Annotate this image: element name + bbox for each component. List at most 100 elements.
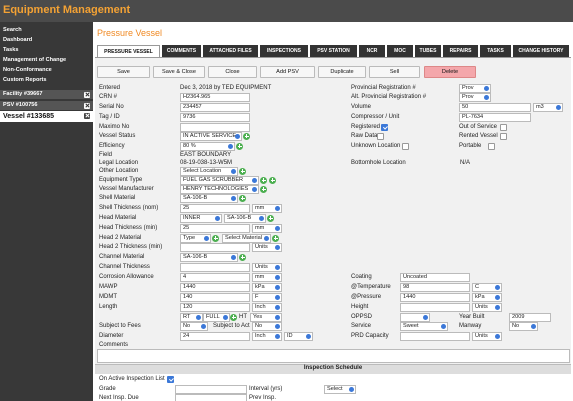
select-box[interactable]: No <box>180 322 208 331</box>
select-box[interactable]: FUEL GAS SCRUBBER <box>180 176 259 185</box>
select-box[interactable]: Type <box>180 234 211 243</box>
select-box[interactable]: No <box>252 322 282 331</box>
select-box[interactable]: SA-106-B <box>224 214 266 223</box>
select-box[interactable]: Prov <box>459 93 491 102</box>
nav-item[interactable]: Tasks <box>3 47 19 53</box>
nav-item[interactable]: Custom Reports <box>3 77 47 83</box>
select-box[interactable]: No <box>509 322 538 331</box>
select-box[interactable]: INNER <box>180 214 222 223</box>
select-box[interactable]: Select Location <box>180 167 238 176</box>
tab[interactable]: PSV STATION <box>310 45 357 57</box>
tab[interactable]: ATTACHED FILES <box>203 45 258 57</box>
button[interactable]: Save & Close <box>153 66 205 78</box>
tab[interactable]: MOC <box>387 45 413 57</box>
add-icon[interactable] <box>243 132 250 140</box>
nav-item[interactable]: Management of Change <box>3 57 67 63</box>
add-icon[interactable] <box>236 142 243 150</box>
input-box[interactable] <box>180 243 250 252</box>
open-record[interactable]: Vessel #133685 <box>0 111 93 122</box>
select-box[interactable]: mm <box>252 204 282 213</box>
select-box[interactable]: FULL <box>203 313 230 322</box>
tab[interactable]: REPAIRS <box>443 45 478 57</box>
checkbox[interactable] <box>377 133 384 140</box>
input-box[interactable]: 25 <box>180 224 250 233</box>
input-box[interactable]: 140 <box>180 293 250 302</box>
add-icon[interactable] <box>260 176 267 184</box>
add-icon[interactable] <box>260 185 267 193</box>
input-box[interactable]: 50 <box>459 103 531 112</box>
input-box[interactable] <box>180 263 250 272</box>
tab[interactable]: PRESSURE VESSEL <box>97 45 160 57</box>
input-box[interactable]: H2364.965 <box>180 93 250 102</box>
add-icon[interactable] <box>239 253 246 261</box>
input-box[interactable]: 98 <box>400 283 470 292</box>
select-box[interactable]: Units <box>252 263 282 272</box>
select-box[interactable]: SA-106-B <box>180 194 238 203</box>
tab[interactable]: NCR <box>359 45 385 57</box>
add-icon[interactable] <box>239 167 246 175</box>
input-box[interactable] <box>180 123 250 132</box>
select-box[interactable]: mm <box>252 273 282 282</box>
tab[interactable]: INSPECTIONS <box>260 45 308 57</box>
button[interactable]: Save <box>97 66 150 78</box>
tab[interactable]: CHANGE HISTORY <box>513 45 569 57</box>
checkbox[interactable] <box>402 143 409 150</box>
select-box[interactable]: mm <box>252 224 282 233</box>
input-box[interactable]: PL-7634 <box>459 113 531 122</box>
select-box[interactable]: C <box>472 283 502 292</box>
add-icon[interactable] <box>239 194 246 202</box>
tab[interactable]: COMMENTS <box>162 45 201 57</box>
input-box[interactable]: 2009 <box>509 313 551 322</box>
add-icon[interactable] <box>267 214 274 222</box>
input-box[interactable] <box>175 394 247 401</box>
input-box[interactable]: 1440 <box>400 293 470 302</box>
select-box[interactable]: RT <box>180 313 203 322</box>
select-box[interactable]: Select Material <box>222 234 271 243</box>
input-box[interactable] <box>400 332 470 341</box>
button[interactable]: Close <box>208 66 257 78</box>
select-box[interactable]: Sweet <box>400 322 448 331</box>
select-box[interactable]: HENRY TECHNOLOGIES <box>180 185 259 194</box>
comments-box[interactable] <box>97 349 570 363</box>
add-icon[interactable] <box>212 234 219 242</box>
select-box[interactable]: m3 <box>533 103 563 112</box>
input-box[interactable]: 24 <box>180 332 250 341</box>
tab[interactable]: TASKS <box>480 45 511 57</box>
select-box[interactable]: Select <box>324 385 356 394</box>
select-box[interactable]: Units <box>472 303 502 312</box>
input-box[interactable] <box>175 385 247 394</box>
select-box[interactable] <box>400 313 430 322</box>
select-box[interactable]: ID <box>284 332 313 341</box>
close-icon[interactable] <box>84 112 90 119</box>
select-box[interactable]: Prov <box>459 84 491 93</box>
nav-item[interactable]: Dashboard <box>3 37 33 43</box>
input-box[interactable]: 25 <box>180 204 250 213</box>
nav-item[interactable]: Non-Conformance <box>3 67 52 73</box>
checkbox[interactable] <box>167 376 174 383</box>
input-box[interactable]: 120 <box>180 303 250 312</box>
input-box[interactable]: 4 <box>180 273 250 282</box>
input-box[interactable]: 1440 <box>180 283 250 292</box>
checkbox[interactable] <box>488 143 495 150</box>
select-box[interactable]: Inch <box>252 332 282 341</box>
close-icon[interactable] <box>84 91 90 98</box>
input-box[interactable]: Uncoated <box>400 273 470 282</box>
input-box[interactable]: 234457 <box>180 103 250 112</box>
select-box[interactable]: F <box>252 293 282 302</box>
checkbox[interactable] <box>500 133 507 140</box>
checkbox[interactable] <box>381 124 388 131</box>
open-record[interactable]: Facility #39667 <box>0 90 93 99</box>
close-icon[interactable] <box>84 102 90 109</box>
select-box[interactable]: IN ACTIVE SERVICE <box>180 132 242 141</box>
select-box[interactable]: kPa <box>472 293 502 302</box>
add-icon[interactable] <box>230 313 237 321</box>
checkbox[interactable] <box>500 124 507 131</box>
select-box[interactable]: 80 % <box>180 142 235 151</box>
open-record[interactable]: PSV #100756 <box>0 101 93 110</box>
button[interactable]: Delete <box>424 66 476 78</box>
add-icon[interactable] <box>272 234 279 242</box>
tab[interactable]: TUBES <box>415 45 441 57</box>
button[interactable]: Duplicate <box>318 66 366 78</box>
input-box[interactable]: 9736 <box>180 113 250 122</box>
select-box[interactable]: Yes <box>250 313 282 322</box>
